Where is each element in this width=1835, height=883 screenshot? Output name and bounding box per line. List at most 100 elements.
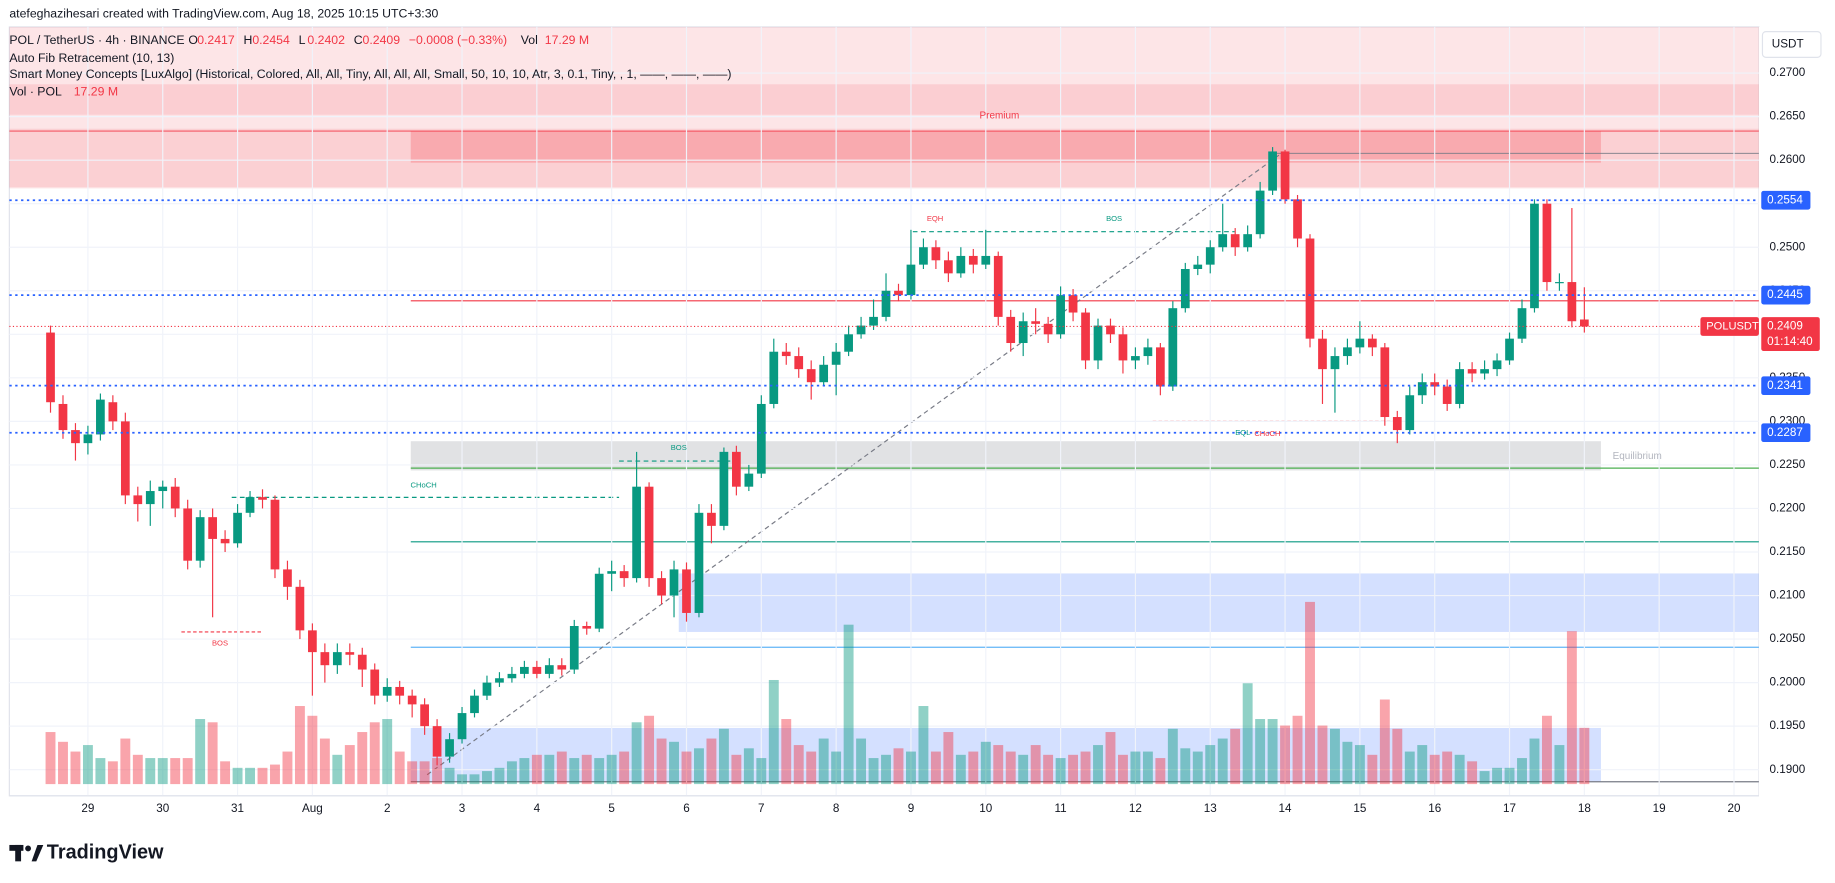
annotation: BOS [212,639,228,648]
candle-body [844,334,853,352]
volume-bar [1080,751,1091,785]
volume-bar [1105,732,1116,785]
candle-body [1467,369,1477,374]
x-tick-label: 10 [979,802,993,815]
candle-body [420,704,429,727]
annotation: EQH [927,214,943,223]
x-tick-label: 14 [1279,802,1292,815]
candle-body [370,669,380,696]
volume-bar [793,745,804,785]
candle-body [1081,312,1090,361]
volume-bar [818,738,829,785]
volume-bar [943,732,954,785]
candle-body [1517,308,1527,339]
premium-band [9,84,1759,115]
x-tick-label: 20 [1727,802,1740,815]
volume-bar [1379,699,1390,785]
volume-bar [1579,727,1590,785]
x-tick-label: 15 [1353,802,1366,815]
candle-body [320,652,330,666]
candle-body [1193,264,1203,269]
y-tick-label: 0.2000 [1769,676,1805,689]
candle-body [694,512,704,613]
demand-block [678,573,1759,632]
candle-body [1280,151,1290,200]
x-tick-label: 4 [534,802,541,815]
volume-bar [1329,728,1340,785]
candle-body [732,451,741,487]
currency-button[interactable] [1761,31,1822,58]
candle-body [1330,356,1340,370]
volume-value: 17.29 M [74,85,118,99]
volume-bar [1517,758,1527,785]
candle-body [407,695,417,705]
volume-bar [1354,745,1365,785]
candle-body [432,726,442,757]
volume-bar [1217,738,1228,785]
candle-body [96,399,105,435]
x-tick-label: 6 [683,802,690,815]
legend-key: C [354,33,363,47]
legend-value: 0.2402 [307,33,345,47]
y-tick-label: 0.2150 [1769,545,1805,558]
level-tag [1761,190,1811,210]
volume-bar [195,719,206,785]
volume-bar [145,758,156,785]
volume-bar [1566,631,1577,785]
volume-bar [270,764,280,785]
volume-bar [1142,751,1153,785]
candle-body [1143,347,1153,357]
candle-body [1318,338,1327,370]
premium-band [9,128,1759,188]
volume-bar [1467,761,1478,785]
candle-body [520,666,529,674]
x-tick-label: 29 [81,802,94,815]
volume-bar [868,758,879,785]
candle-body [619,571,629,579]
volume-bar [1255,719,1266,785]
candle-body [944,260,953,274]
candle-body [1442,386,1452,404]
candle-body [1492,360,1502,370]
x-tick-label: 11 [1055,802,1067,815]
volume-bar [918,706,929,785]
volume-bar [419,761,430,785]
candle-body [1355,338,1365,348]
volume-bar [1180,748,1191,785]
candle-body [1417,382,1427,396]
candle-body [632,486,641,579]
annotation: Equilibrium [1613,451,1662,462]
premium-zone [9,26,1759,189]
level-tag [1761,285,1811,305]
candle-body [183,508,193,561]
annotation: BOS [671,443,687,452]
candle-body [881,290,891,317]
candle-body [1455,369,1465,404]
x-tick-label: 30 [156,802,170,815]
volume-bar [856,738,867,785]
candle-body [332,652,342,666]
candle-body [981,255,991,265]
discount-zone [410,727,1601,782]
volume-bar [432,758,443,785]
candle-body [993,255,1003,317]
candle-body [270,499,280,570]
x-tick-label: 16 [1428,802,1441,815]
candle-body [195,517,205,561]
legend-value: 0.2417 [197,33,235,47]
candle-body [532,666,542,674]
volume-bar [494,767,505,785]
volume-bar [893,748,904,785]
candle-body [831,351,841,365]
candle-body [283,569,292,587]
candle-body [644,486,654,579]
y-tick-label: 0.2650 [1769,110,1805,123]
candle-body [906,264,916,296]
volume-bar [1068,754,1079,785]
volume-bar [1043,754,1054,785]
last-price-tag [1761,317,1820,352]
level-label: 0.2341 [1767,379,1803,392]
candle-body [1367,338,1377,348]
candle-body [707,512,716,526]
volume-bar [220,761,231,785]
